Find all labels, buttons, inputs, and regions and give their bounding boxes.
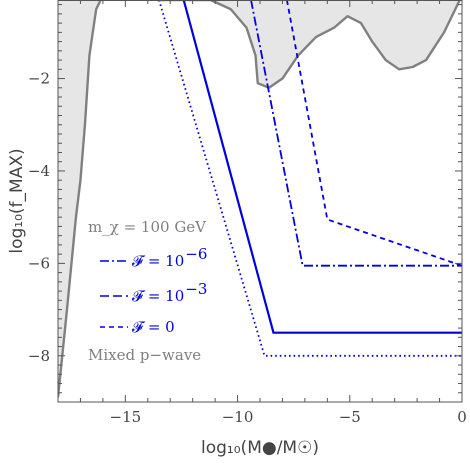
y-axis-label: log₁₀(f_MAX) (7, 148, 27, 253)
series-line-dashdot (250, 0, 462, 267)
excluded-boundary-right-bound (156, 0, 461, 89)
series-line-dashed (286, 0, 462, 267)
legend-item: 𝓕 = 10 −6 (100, 245, 207, 270)
excluded-regions (58, 0, 461, 402)
legend-label: 𝓕 = 10 (132, 252, 184, 270)
series-line-solid (182, 0, 462, 334)
y-tick-label: −4 (28, 162, 50, 180)
excluded-boundary-left-bound (58, 0, 102, 398)
legend-footer: Mixed p−wave (88, 346, 201, 364)
series-line-dotted (158, 0, 462, 357)
x-axis-label: log₁₀(M●/M☉) (201, 438, 319, 458)
legend: m_χ = 100 GeV 𝓕 = 10 −6𝓕 = 10 −3𝓕 = 0 Mixe… (88, 218, 207, 364)
legend-item: 𝓕 = 0 (100, 318, 175, 336)
x-tick-label: 0 (457, 408, 467, 426)
legend-label: 𝓕 = 0 (132, 318, 175, 336)
excluded-region-left-bound (58, 0, 101, 402)
x-tick-label: −5 (339, 408, 361, 426)
legend-label: 𝓕 = 10 (132, 287, 184, 305)
axis-ticks: −15 −10 −5 0 −2 −4 −6 −8 (28, 0, 467, 426)
y-tick-label: −2 (28, 70, 50, 88)
legend-item: 𝓕 = 10 −3 (100, 280, 207, 305)
y-tick-label: −6 (28, 254, 50, 272)
legend-exponent: −6 (185, 245, 207, 263)
legend-exponent: −3 (185, 280, 207, 298)
y-tick-label: −8 (28, 347, 50, 365)
legend-header: m_χ = 100 GeV (88, 218, 207, 236)
x-tick-label: −15 (110, 408, 142, 426)
series-lines (158, 0, 462, 357)
x-tick-label: −10 (222, 408, 254, 426)
